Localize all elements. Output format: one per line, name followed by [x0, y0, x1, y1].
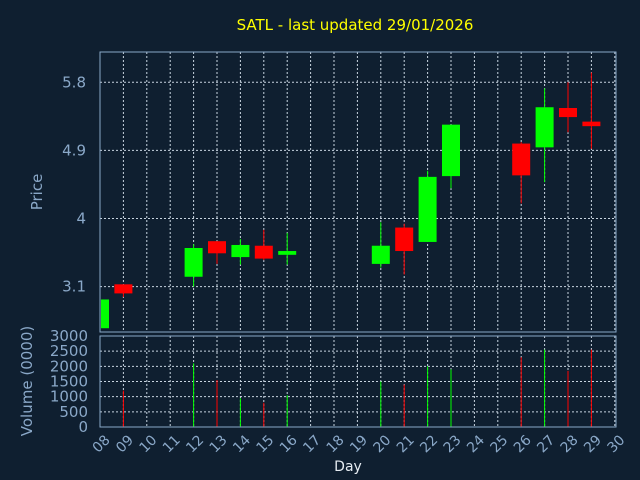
price-tick-label: 4 — [76, 209, 86, 227]
x-axis-label: Day — [334, 459, 362, 475]
candle-body — [371, 245, 390, 264]
day-tick-label: 28 — [558, 432, 582, 456]
candle-body — [278, 251, 297, 255]
volume-tick-label: 500 — [59, 403, 88, 421]
chart-title: SATL - last updated 29/01/2026 — [237, 16, 474, 34]
day-tick-label: 16 — [277, 432, 301, 456]
candle-23 — [442, 124, 460, 189]
candle-27 — [535, 88, 554, 183]
candle-body — [512, 143, 531, 176]
candle-26 — [512, 142, 531, 204]
candle-body — [395, 227, 414, 252]
day-tick-labels: 08 09 10 11 12 13 14 15 16 17 18 19 20 21 22 23 24 25 26 27… — [90, 432, 629, 456]
candle-12 — [184, 244, 203, 287]
price-grid — [100, 52, 616, 332]
day-tick-label: 21 — [394, 432, 418, 456]
day-tick-label: 09 — [113, 432, 137, 456]
price-axis-label: Price — [28, 174, 46, 211]
volume-bars — [122, 349, 592, 427]
day-tick-label: 14 — [230, 432, 254, 456]
candle-body — [418, 176, 437, 242]
candle-15 — [254, 229, 273, 261]
day-tick-label: 29 — [581, 432, 605, 456]
candle-body — [582, 121, 601, 127]
volume-tick-label: 1000 — [50, 388, 88, 406]
volume-tick-label: 2000 — [50, 357, 88, 375]
volume-panel-frame — [99, 335, 617, 428]
candle-body — [101, 299, 109, 329]
candle-21 — [395, 223, 414, 275]
candles — [99, 72, 601, 329]
candle-08 — [99, 297, 109, 329]
candle-body — [559, 108, 577, 118]
candle-body — [184, 248, 203, 277]
candle-body — [231, 244, 250, 258]
candle-09 — [114, 284, 133, 298]
volume-axis-label: Volume (0000) — [18, 326, 36, 436]
candle-body — [208, 241, 226, 254]
price-tick-label: 5.8 — [62, 73, 86, 91]
candle-28 — [559, 82, 577, 133]
day-tick-label: 26 — [511, 432, 535, 456]
day-tick-label: 10 — [136, 432, 160, 456]
price-tick-labels: 3.1 4 4.9 5.8 — [62, 73, 86, 295]
candle-body — [254, 245, 273, 259]
candle-body — [114, 284, 133, 294]
day-tick-label: 22 — [417, 432, 441, 456]
day-tick-label: 19 — [347, 432, 371, 456]
volume-tick-label: 2500 — [50, 342, 88, 360]
day-tick-label: 25 — [487, 432, 511, 456]
price-tick-label: 4.9 — [62, 141, 86, 159]
day-tick-label: 24 — [464, 432, 488, 456]
day-tick-label: 18 — [324, 432, 348, 456]
day-tick-label: 20 — [370, 432, 394, 456]
candle-13 — [208, 241, 226, 264]
price-tick-label: 3.1 — [62, 278, 86, 296]
candle-14 — [231, 238, 250, 265]
day-tick-label: 12 — [183, 432, 207, 456]
candle-29 — [582, 72, 601, 149]
candle-22 — [418, 170, 437, 242]
candle-20 — [371, 222, 390, 268]
candle-body — [442, 124, 460, 177]
day-tick-label: 17 — [300, 432, 324, 456]
volume-tick-label: 0 — [78, 418, 88, 436]
candle-body — [535, 107, 554, 148]
price-panel-frame — [99, 51, 617, 333]
day-tick-label: 27 — [534, 432, 558, 456]
day-tick-label: 11 — [160, 432, 184, 456]
day-tick-label: 08 — [90, 432, 114, 456]
day-tick-label: 23 — [441, 432, 465, 456]
candle-16 — [278, 232, 297, 265]
volume-tick-label: 1500 — [50, 373, 88, 391]
volume-grid — [100, 336, 616, 427]
day-tick-label: 30 — [604, 432, 628, 456]
day-tick-label: 13 — [207, 432, 231, 456]
volume-tick-label: 3000 — [50, 327, 88, 345]
day-tick-label: 15 — [253, 432, 277, 456]
